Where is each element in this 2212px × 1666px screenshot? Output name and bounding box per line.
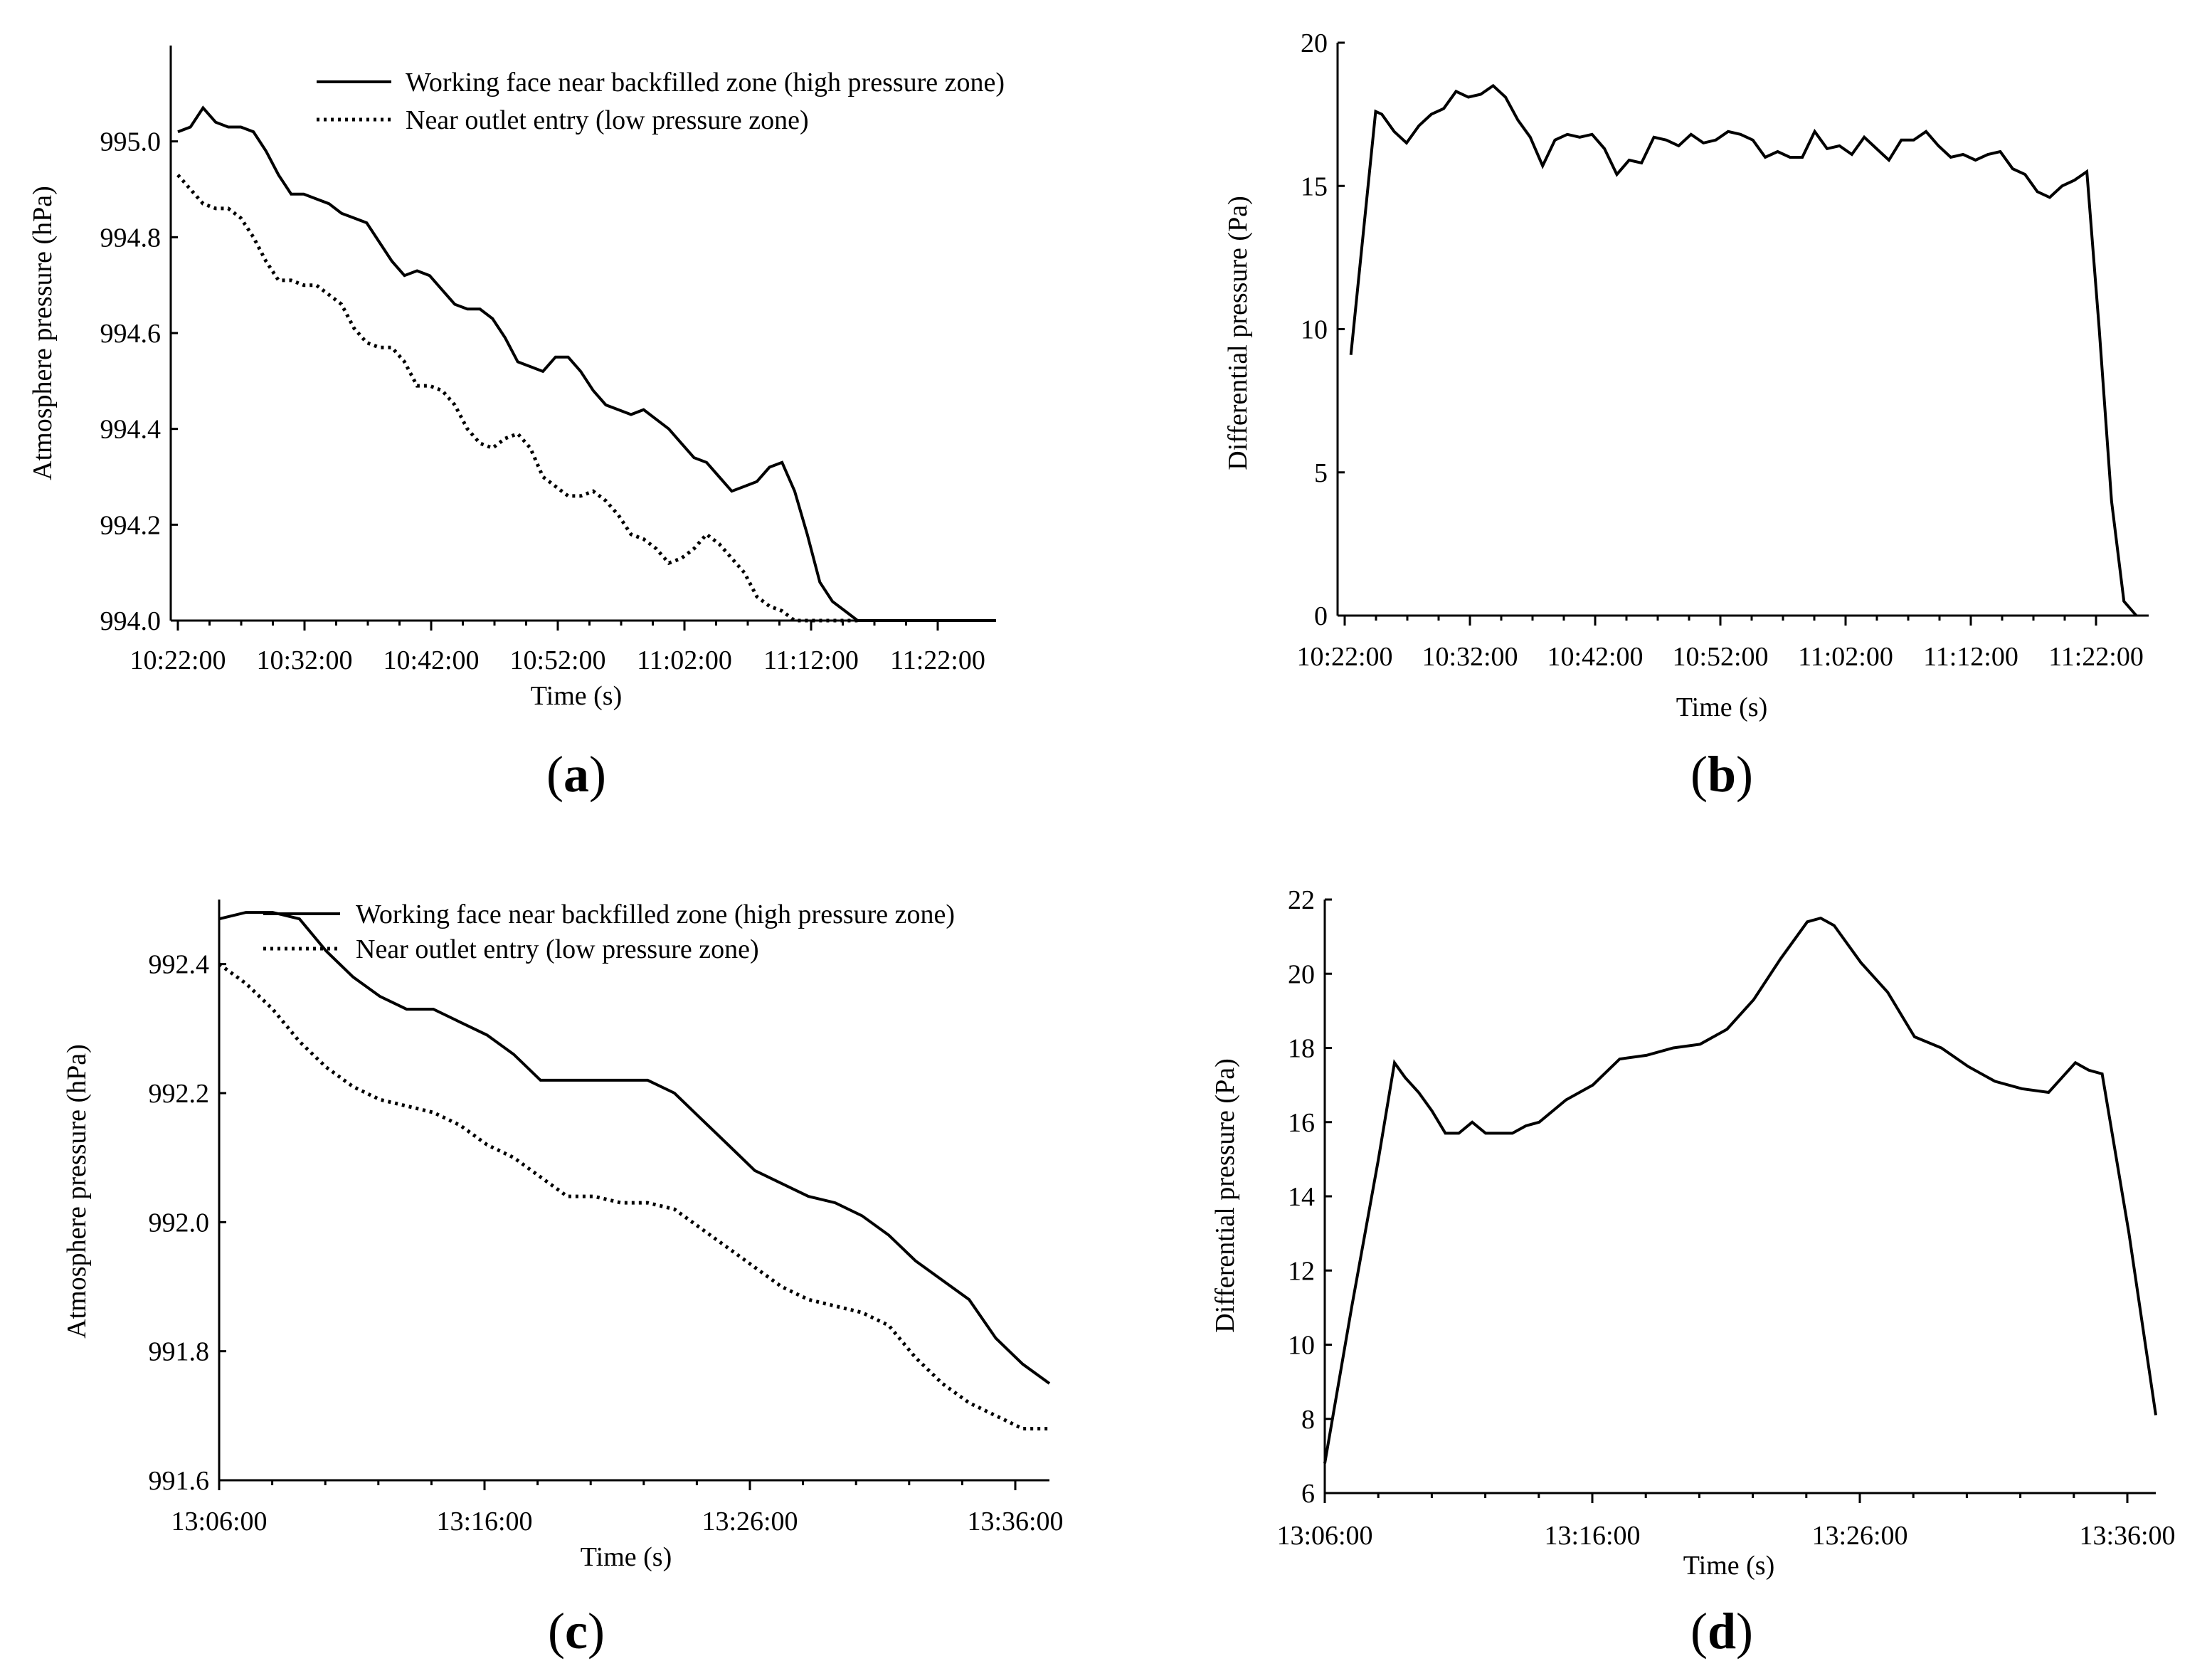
x-tick-label: 10:52:00 <box>509 645 605 675</box>
panel-c: 991.6 991.8 992.0 992.2 992.4 13:06:00 13:16:… <box>62 900 1064 1660</box>
panel-c-y-axis-title: Atmosphere pressure (hPa) <box>62 1044 92 1339</box>
x-tick-label: 10:42:00 <box>383 645 479 675</box>
panel-a-legend: Working face near backfilled zone (high … <box>317 68 1005 135</box>
panel-c-x-ticks: 13:06:00 13:16:00 13:26:00 13:36:00 <box>171 1480 1064 1536</box>
y-tick-label: 22 <box>1288 885 1315 915</box>
panel-b: 0 5 10 15 20 10:22:00 10:32:00 10:42:00 10:52:0… <box>1223 28 2149 803</box>
x-tick-label: 11:22:00 <box>2048 642 2144 672</box>
y-tick-label: 15 <box>1301 172 1328 201</box>
y-tick-label: 5 <box>1314 458 1328 488</box>
y-tick-label: 992.4 <box>149 950 210 980</box>
panel-c-legend: Working face near backfilled zone (high … <box>263 900 955 964</box>
panel-a-label: (a) <box>546 746 606 803</box>
panel-c-x-axis-title: Time (s) <box>581 1542 672 1572</box>
x-tick-label: 11:02:00 <box>637 645 732 675</box>
panel-b-y-ticks: 0 5 10 15 20 <box>1301 28 1345 631</box>
x-tick-label: 10:52:00 <box>1672 642 1768 672</box>
series-line-differential <box>1323 916 2157 1464</box>
panel-d-x-ticks: 13:06:00 13:16:00 13:26:00 13:36:00 <box>1276 1493 2176 1551</box>
x-tick-label: 13:06:00 <box>171 1507 267 1536</box>
y-tick-label: 994.6 <box>100 319 162 349</box>
panel-c-y-ticks: 991.6 991.8 992.0 992.2 992.4 <box>149 950 226 1496</box>
series-line-low-pressure <box>176 174 858 623</box>
series-line-high-pressure <box>218 911 1051 1385</box>
y-tick-label: 992.0 <box>149 1208 210 1238</box>
y-tick-label: 20 <box>1301 28 1328 58</box>
y-tick-label: 12 <box>1288 1256 1315 1286</box>
x-tick-label: 11:12:00 <box>1923 642 2018 672</box>
panel-b-label: (b) <box>1690 746 1753 803</box>
x-tick-label: 13:36:00 <box>967 1507 1063 1536</box>
x-tick-label: 13:06:00 <box>1276 1521 1372 1551</box>
x-tick-label: 10:32:00 <box>1422 642 1518 672</box>
y-tick-label: 0 <box>1314 601 1328 631</box>
panel-b-x-axis-title: Time (s) <box>1676 692 1767 722</box>
x-tick-label: 11:02:00 <box>1798 642 1893 672</box>
x-tick-label: 10:42:00 <box>1547 642 1643 672</box>
y-tick-label: 994.2 <box>100 510 162 540</box>
panel-c-label: (c) <box>548 1603 605 1660</box>
y-tick-label: 995.0 <box>100 127 162 157</box>
panel-a-letter: a <box>563 746 589 803</box>
x-tick-label: 10:22:00 <box>129 645 226 675</box>
y-tick-label: 992.2 <box>149 1079 210 1109</box>
panel-d: 6 8 10 12 14 16 18 20 22 13:06:00 13:16:00 13:26:0… <box>1210 885 2176 1660</box>
y-tick-label: 994.0 <box>100 606 162 636</box>
panel-a-legend-label-low: Near outlet entry (low pressure zone) <box>406 105 809 135</box>
panel-a-y-ticks: 994.0 994.2 994.4 994.6 994.8 995.0 <box>100 127 178 636</box>
panel-a-legend-label-high: Working face near backfilled zone (high … <box>406 68 1005 97</box>
panel-d-y-ticks: 6 8 10 12 14 16 18 20 22 <box>1288 885 1332 1509</box>
y-tick-label: 991.6 <box>149 1466 210 1496</box>
y-tick-label: 994.4 <box>100 415 162 445</box>
y-tick-label: 20 <box>1288 959 1315 989</box>
panel-a-y-axis-title: Atmosphere pressure (hPa) <box>28 186 58 480</box>
panel-c-letter: c <box>565 1603 588 1660</box>
panel-d-y-axis-title: Differential pressure (Pa) <box>1210 1058 1240 1332</box>
x-tick-label: 13:16:00 <box>436 1507 532 1536</box>
panel-a-x-axis-title: Time (s) <box>531 681 622 711</box>
panel-b-letter: b <box>1708 746 1736 803</box>
y-tick-label: 16 <box>1288 1108 1315 1138</box>
x-tick-label: 13:26:00 <box>702 1507 798 1536</box>
panel-a-series <box>176 105 996 623</box>
panel-b-series <box>1349 83 2138 617</box>
panel-c-series <box>218 911 1051 1430</box>
series-line-differential <box>1349 83 2138 617</box>
x-tick-label: 10:32:00 <box>256 645 352 675</box>
panel-d-label: (d) <box>1690 1603 1753 1660</box>
x-tick-label: 13:36:00 <box>2079 1521 2175 1551</box>
panel-b-x-ticks: 10:22:00 10:32:00 10:42:00 10:52:00 11:02:00… <box>1296 616 2144 672</box>
x-tick-label: 13:26:00 <box>1811 1521 1907 1551</box>
series-line-low-pressure <box>218 962 1049 1430</box>
y-tick-label: 18 <box>1288 1034 1315 1064</box>
panel-d-x-axis-title: Time (s) <box>1683 1551 1774 1581</box>
x-tick-label: 11:22:00 <box>890 645 985 675</box>
y-tick-label: 994.8 <box>100 223 162 253</box>
x-tick-label: 13:16:00 <box>1544 1521 1640 1551</box>
x-tick-label: 10:22:00 <box>1296 642 1392 672</box>
panel-b-y-axis-title: Differential pressure (Pa) <box>1223 196 1253 470</box>
panel-c-legend-label-low: Near outlet entry (low pressure zone) <box>356 934 759 964</box>
y-tick-label: 10 <box>1301 315 1328 345</box>
x-tick-label: 11:12:00 <box>763 645 859 675</box>
y-tick-label: 6 <box>1301 1479 1315 1509</box>
panel-d-letter: d <box>1708 1603 1736 1660</box>
panel-a-x-ticks: 10:22:00 10:32:00 10:42:00 10:52:00 11:02:00… <box>129 621 985 675</box>
y-tick-label: 8 <box>1301 1405 1315 1435</box>
y-tick-label: 14 <box>1288 1182 1315 1212</box>
y-tick-label: 991.8 <box>149 1337 210 1367</box>
panel-c-legend-label-high: Working face near backfilled zone (high … <box>356 900 955 929</box>
series-line-high-pressure <box>177 105 996 622</box>
y-tick-label: 10 <box>1288 1331 1315 1361</box>
panel-d-series <box>1323 916 2157 1464</box>
